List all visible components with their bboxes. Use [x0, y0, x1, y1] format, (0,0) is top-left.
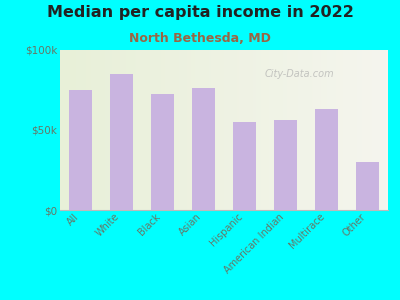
Bar: [69, 90, 92, 210]
Bar: [110, 74, 133, 210]
Bar: [151, 94, 174, 210]
Bar: [315, 109, 338, 210]
Text: North Bethesda, MD: North Bethesda, MD: [129, 32, 271, 44]
Bar: [233, 122, 256, 210]
Text: Median per capita income in 2022: Median per capita income in 2022: [46, 4, 354, 20]
Bar: [356, 162, 379, 210]
Bar: [274, 120, 297, 210]
Bar: [192, 88, 215, 210]
Text: City-Data.com: City-Data.com: [265, 69, 334, 79]
